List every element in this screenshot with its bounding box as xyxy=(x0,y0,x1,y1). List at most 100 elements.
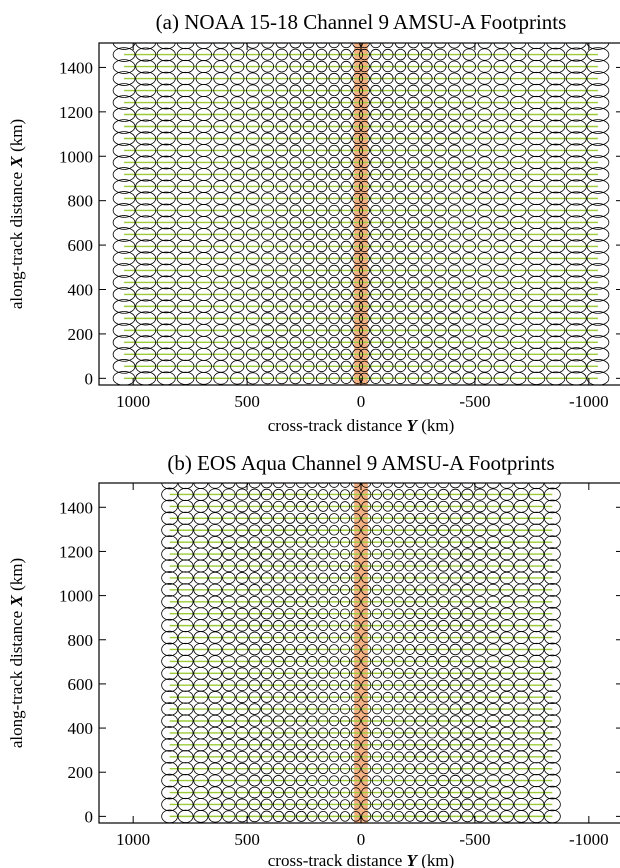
footprint-ellipse xyxy=(426,751,438,763)
footprint-ellipse xyxy=(358,336,370,348)
footprint-ellipse xyxy=(306,560,318,572)
footprint-ellipse xyxy=(289,180,302,193)
footprint-ellipse xyxy=(177,666,194,680)
footprint-ellipse xyxy=(261,264,275,277)
footprint-ellipse xyxy=(317,703,329,715)
footprint-ellipse xyxy=(328,656,340,667)
footprint-ellipse xyxy=(370,240,382,253)
footprint-ellipse xyxy=(407,96,420,109)
footprint-ellipse xyxy=(473,762,487,775)
footprint-ellipse xyxy=(315,120,328,133)
footprint-ellipse xyxy=(420,108,433,121)
footprint-ellipse xyxy=(499,619,514,632)
footprint-ellipse xyxy=(447,144,461,157)
footprint-ellipse xyxy=(208,583,223,596)
footprint-ellipse xyxy=(339,596,351,608)
footprint-ellipse xyxy=(415,512,427,524)
footprint-ellipse xyxy=(176,263,195,278)
footprint-ellipse xyxy=(370,48,382,61)
footprint-ellipse xyxy=(486,691,500,704)
footprint-ellipse xyxy=(371,483,382,488)
footprint-ellipse xyxy=(407,204,420,217)
footprint-ellipse xyxy=(420,228,433,241)
footprint-ellipse xyxy=(176,43,195,50)
footprint-ellipse xyxy=(461,512,474,525)
footprint-ellipse xyxy=(486,643,500,656)
footprint-ellipse xyxy=(315,216,328,229)
footprint-ellipse xyxy=(289,60,302,73)
footprint-ellipse xyxy=(112,191,136,206)
footprint-ellipse xyxy=(449,751,462,763)
footprint-ellipse xyxy=(499,738,514,751)
footprint-ellipse xyxy=(328,43,340,49)
footprint-ellipse xyxy=(230,72,245,85)
footprint-ellipse xyxy=(565,251,587,266)
footprint-ellipse xyxy=(272,655,285,667)
footprint-ellipse xyxy=(477,180,492,193)
footprint-ellipse xyxy=(371,811,383,822)
footprint-ellipse xyxy=(176,323,195,337)
y-tick-label: 1000 xyxy=(59,587,93,606)
footprint-ellipse xyxy=(447,372,461,385)
footprint-ellipse xyxy=(543,523,561,538)
footprint-ellipse xyxy=(260,679,273,691)
x-tick-label: 500 xyxy=(234,830,260,849)
footprint-ellipse xyxy=(339,727,351,739)
footprint-ellipse xyxy=(222,607,236,620)
footprint-ellipse xyxy=(230,324,245,337)
footprint-ellipse xyxy=(177,487,194,502)
footprint-ellipse xyxy=(461,560,474,572)
footprint-ellipse xyxy=(317,632,329,643)
footprint-ellipse xyxy=(449,524,462,536)
footprint-ellipse xyxy=(135,95,157,110)
footprint-ellipse xyxy=(222,738,236,751)
footprint-ellipse xyxy=(328,108,340,121)
footprint-ellipse xyxy=(161,749,179,764)
footprint-ellipse xyxy=(177,738,194,752)
footprint-ellipse xyxy=(527,43,546,50)
footprint-ellipse xyxy=(135,251,157,266)
footprint-ellipse xyxy=(161,559,179,573)
footprint-ellipse xyxy=(176,107,195,122)
footprint-ellipse xyxy=(486,483,500,489)
footprint-ellipse xyxy=(447,216,461,229)
footprint-ellipse xyxy=(156,299,176,314)
footprint-ellipse xyxy=(272,786,285,799)
footprint-ellipse xyxy=(339,691,351,703)
footprint-ellipse xyxy=(565,203,587,218)
footprint-ellipse xyxy=(222,500,236,513)
footprint-ellipse xyxy=(350,620,361,631)
footprint-ellipse xyxy=(426,524,438,536)
footprint-ellipse xyxy=(352,300,364,313)
footprint-ellipse xyxy=(302,84,315,97)
footprint-ellipse xyxy=(352,360,364,372)
footprint-ellipse xyxy=(393,727,405,739)
footprint-ellipse xyxy=(544,483,561,490)
footprint-ellipse xyxy=(586,359,610,374)
footprint-ellipse xyxy=(546,251,566,266)
footprint-ellipse xyxy=(434,180,447,193)
footprint-ellipse xyxy=(527,323,546,337)
footprint-ellipse xyxy=(499,607,514,620)
footprint-ellipse xyxy=(420,276,433,289)
footprint-ellipse xyxy=(382,264,394,277)
footprint-ellipse xyxy=(371,620,383,631)
footprint-ellipse xyxy=(222,786,236,799)
footprint-ellipse xyxy=(339,572,351,584)
footprint-ellipse xyxy=(112,167,136,182)
footprint-ellipse xyxy=(339,656,351,667)
footprint-ellipse xyxy=(358,372,370,384)
y-tick-label: 0 xyxy=(85,807,94,826)
footprint-ellipse xyxy=(527,71,546,86)
footprint-ellipse xyxy=(371,489,383,500)
footprint-ellipse xyxy=(222,655,236,668)
footprint-ellipse xyxy=(473,607,487,620)
footprint-ellipse xyxy=(284,489,296,500)
footprint-ellipse xyxy=(565,287,587,302)
footprint-ellipse xyxy=(527,155,546,170)
footprint-ellipse xyxy=(370,180,382,193)
footprint-ellipse xyxy=(260,715,273,727)
y-tick-label: 400 xyxy=(68,719,94,738)
footprint-ellipse xyxy=(528,642,545,657)
footprint-ellipse xyxy=(275,96,288,109)
